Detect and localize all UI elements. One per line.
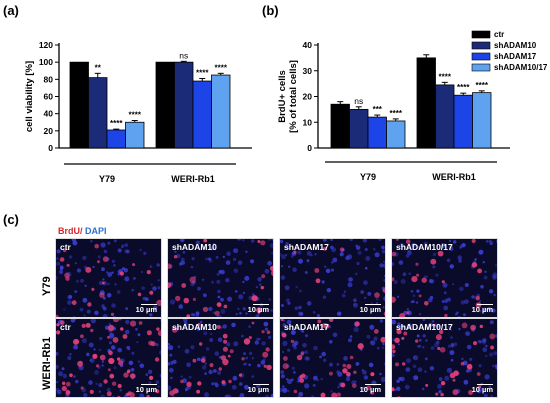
cell-texture <box>168 319 273 397</box>
micrograph-weri-rb1-shadam10-17: shADAM10/17 10 µm <box>391 318 498 398</box>
scale-bar <box>253 303 269 305</box>
micrograph-label: shADAM17 <box>284 242 329 252</box>
significance-label: **** <box>457 83 470 92</box>
y-tick-label: 30 <box>303 66 313 76</box>
legend-label: shADAM10/17 <box>494 63 548 72</box>
legend-label: shADAM10 <box>494 41 537 50</box>
significance-label: **** <box>215 63 228 72</box>
row-label-y79: Y79 <box>41 276 53 296</box>
panel-label-a: (a) <box>3 3 19 18</box>
scale-bar-label: 10 µm <box>359 305 381 314</box>
group-label: Y79 <box>99 174 115 184</box>
significance-label: **** <box>439 72 452 81</box>
significance-label: **** <box>476 81 489 90</box>
scale-bar <box>477 383 493 385</box>
group-label: Y79 <box>360 172 376 182</box>
chart-b-brdu: 0 10 20 30 40 BrdU+ cells [% of total cells] ns… <box>277 30 548 182</box>
significance-label: ns <box>354 96 363 106</box>
scale-bar <box>477 303 493 305</box>
scale-bar <box>365 303 381 305</box>
scale-bar-label: 10 µm <box>359 385 381 394</box>
legend-label: shADAM17 <box>494 52 537 61</box>
micrograph-weri-rb1-shadam10: shADAM10 10 µm <box>167 318 274 398</box>
significance-label: **** <box>196 68 209 77</box>
bar-shadam17 <box>453 94 473 149</box>
bar-ctr <box>416 57 436 149</box>
legend-label: ctr <box>494 30 504 39</box>
group-label: WERI-Rb1 <box>432 172 476 182</box>
scale-bar <box>253 383 269 385</box>
scale-bar-label: 10 µm <box>135 305 157 314</box>
significance-label: *** <box>373 105 383 114</box>
legend-swatch <box>471 63 491 72</box>
bar-shadam10 <box>435 84 455 149</box>
micrograph-label: shADAM10/17 <box>396 242 453 252</box>
y-tick-label: 40 <box>44 109 54 119</box>
row-label-weri-rb1: WERI-Rb1 <box>41 336 53 390</box>
significance-label: **** <box>129 111 142 120</box>
group-label: WERI-Rb1 <box>171 174 215 184</box>
micrograph-weri-rb1-shadam17: shADAM17 10 µm <box>279 318 386 398</box>
micrograph-y79-shadam17: shADAM17 10 µm <box>279 238 386 318</box>
cell-texture <box>168 239 273 317</box>
micrograph-y79-shadam10: shADAM10 10 µm <box>167 238 274 318</box>
brdu-stain-label: BrdU/ <box>58 226 83 236</box>
bar-shadam10-17 <box>386 120 406 149</box>
significance-label: **** <box>390 109 403 118</box>
micrograph-label: shADAM17 <box>284 322 329 332</box>
y-tick-label: 40 <box>303 40 313 50</box>
micrograph-label: ctr <box>60 322 71 332</box>
micrograph-label: shADAM10 <box>172 322 217 332</box>
y-tick-label: 10 <box>303 117 313 127</box>
micrograph-label: ctr <box>60 242 71 252</box>
micrograph-label: shADAM10/17 <box>396 322 453 332</box>
significance-label: ** <box>95 63 102 72</box>
micrograph-label: shADAM10 <box>172 242 217 252</box>
scale-bar <box>141 303 157 305</box>
bar-shadam10-17 <box>472 92 492 149</box>
bar-shadam17 <box>367 116 387 149</box>
panel-label-b: (b) <box>262 3 279 18</box>
legend-swatch <box>471 52 491 61</box>
y-tick-label: 80 <box>44 74 54 84</box>
y-tick-label: 60 <box>44 92 54 102</box>
scale-bar <box>141 383 157 385</box>
microscopy-heading: BrdU/ DAPI <box>58 226 107 236</box>
y-axis-label-line1: BrdU+ cells <box>277 70 288 123</box>
cell-texture <box>56 319 161 397</box>
y-tick-label: 0 <box>48 143 53 153</box>
dapi-stain-label: DAPI <box>82 226 107 236</box>
y-tick-label: 100 <box>39 57 53 67</box>
bar-shadam10 <box>349 108 369 149</box>
legend-swatch <box>471 41 491 50</box>
legend-swatch <box>471 30 491 39</box>
scale-bar-label: 10 µm <box>135 385 157 394</box>
significance-label: **** <box>110 119 123 128</box>
panel-label-c: (c) <box>3 212 19 227</box>
y-tick-label: 120 <box>39 40 53 50</box>
scale-bar <box>365 383 381 385</box>
y-tick-label: 0 <box>307 143 312 153</box>
micrograph-y79-ctr: ctr 10 µm <box>55 238 162 318</box>
micrograph-y79-shadam10-17: shADAM10/17 10 µm <box>391 238 498 318</box>
cell-texture <box>56 239 161 317</box>
cell-texture <box>280 319 385 397</box>
scale-bar-label: 10 µm <box>247 385 269 394</box>
cell-texture <box>280 239 385 317</box>
cell-texture <box>392 319 497 397</box>
scale-bar-label: 10 µm <box>471 305 493 314</box>
y-tick-label: 20 <box>303 92 313 102</box>
scale-bar-label: 10 µm <box>247 305 269 314</box>
significance-label: ns <box>179 50 188 60</box>
y-axis-label: cell viability [%] <box>24 61 35 132</box>
y-axis-label-line2: [% of total cells] <box>288 60 299 133</box>
micrograph-weri-rb1-ctr: ctr 10 µm <box>55 318 162 398</box>
bar-ctr <box>330 103 350 149</box>
y-tick-label: 20 <box>44 126 54 136</box>
scale-bar-label: 10 µm <box>471 385 493 394</box>
